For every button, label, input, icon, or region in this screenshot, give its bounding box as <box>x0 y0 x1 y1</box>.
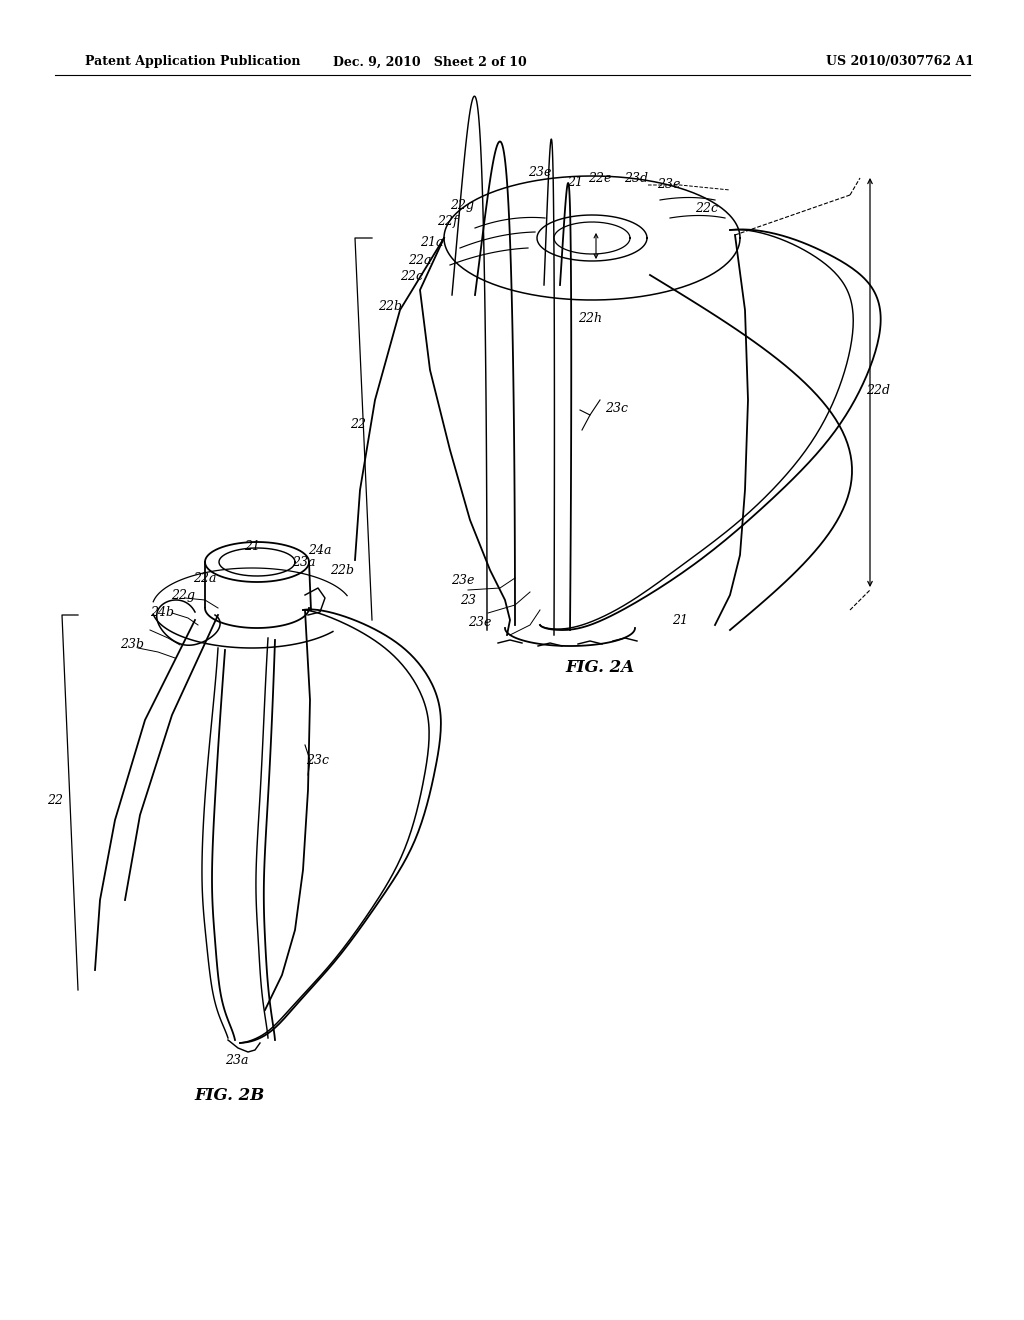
Text: 23d: 23d <box>624 172 648 185</box>
Text: 21: 21 <box>244 540 260 553</box>
Text: 21: 21 <box>672 614 688 627</box>
Text: 22g: 22g <box>450 198 474 211</box>
Text: US 2010/0307762 A1: US 2010/0307762 A1 <box>826 55 974 69</box>
Text: 24b: 24b <box>150 606 174 619</box>
Text: 22h: 22h <box>578 312 602 325</box>
Text: 23c: 23c <box>306 754 330 767</box>
Text: Dec. 9, 2010   Sheet 2 of 10: Dec. 9, 2010 Sheet 2 of 10 <box>333 55 527 69</box>
Text: 22d: 22d <box>866 384 890 396</box>
Text: 23c: 23c <box>605 401 629 414</box>
Text: 21a: 21a <box>420 235 443 248</box>
Text: 23e: 23e <box>468 615 492 628</box>
Text: 23b: 23b <box>120 639 144 652</box>
Text: 23a: 23a <box>225 1053 249 1067</box>
Text: 22b: 22b <box>378 301 402 314</box>
Text: FIG. 2A: FIG. 2A <box>565 660 635 676</box>
Text: 23e: 23e <box>656 178 680 191</box>
Text: 22g: 22g <box>171 589 195 602</box>
Text: 23a: 23a <box>292 557 315 569</box>
Text: 23e: 23e <box>452 573 475 586</box>
Text: 22a: 22a <box>194 572 217 585</box>
Text: 23: 23 <box>460 594 476 606</box>
Text: FIG. 2B: FIG. 2B <box>195 1086 265 1104</box>
Text: 22e: 22e <box>589 172 611 185</box>
Text: 23e: 23e <box>528 166 552 180</box>
Text: 22b: 22b <box>330 564 354 577</box>
Text: 22: 22 <box>47 793 63 807</box>
Text: 22c: 22c <box>400 271 424 284</box>
Text: 21: 21 <box>567 177 583 190</box>
Text: 22: 22 <box>350 418 366 432</box>
Text: 22a: 22a <box>409 253 432 267</box>
Text: 24a: 24a <box>308 544 332 557</box>
Text: 22f: 22f <box>436 215 458 228</box>
Text: Patent Application Publication: Patent Application Publication <box>85 55 300 69</box>
Text: 22c: 22c <box>695 202 718 214</box>
